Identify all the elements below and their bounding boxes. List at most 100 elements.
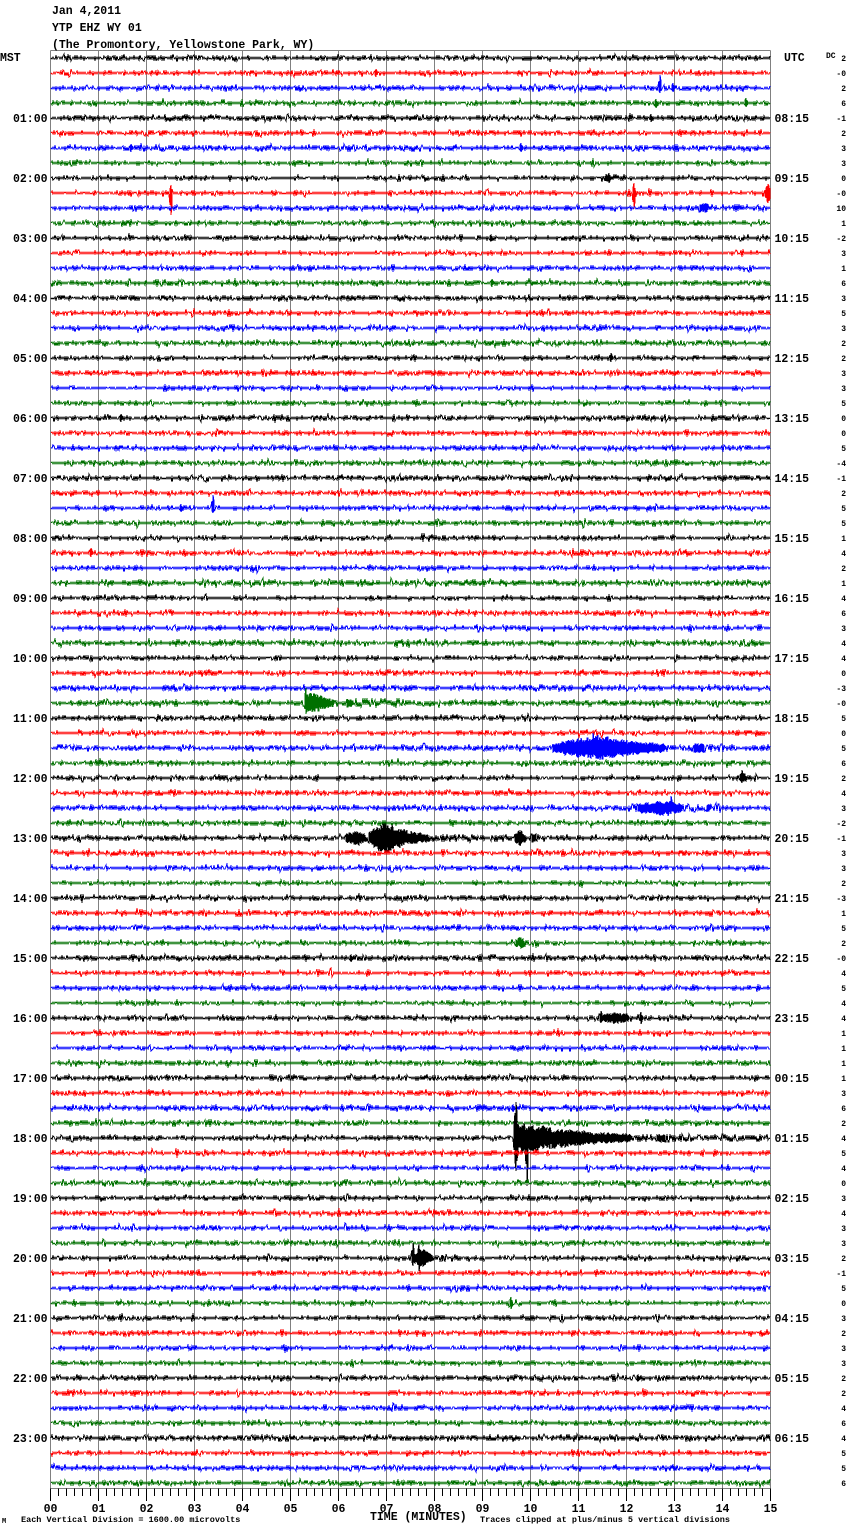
svg-text:00: 00 bbox=[44, 1503, 58, 1516]
svg-text:4: 4 bbox=[841, 1000, 846, 1009]
svg-text:10: 10 bbox=[524, 1503, 538, 1516]
svg-text:-3: -3 bbox=[836, 685, 846, 694]
svg-text:3: 3 bbox=[841, 805, 846, 814]
svg-text:18:15: 18:15 bbox=[775, 713, 810, 726]
svg-text:03: 03 bbox=[188, 1503, 202, 1516]
svg-text:2: 2 bbox=[841, 55, 846, 64]
svg-text:01:15: 01:15 bbox=[775, 1133, 810, 1146]
svg-text:17:00: 17:00 bbox=[13, 1073, 48, 1086]
svg-text:1: 1 bbox=[841, 535, 846, 544]
svg-text:21:15: 21:15 bbox=[775, 893, 810, 906]
svg-text:1: 1 bbox=[841, 220, 846, 229]
svg-text:05:15: 05:15 bbox=[775, 1373, 810, 1386]
svg-text:02: 02 bbox=[140, 1503, 154, 1516]
svg-text:5: 5 bbox=[841, 1150, 846, 1159]
svg-text:11:15: 11:15 bbox=[775, 293, 810, 306]
svg-text:-2: -2 bbox=[836, 235, 846, 244]
svg-text:3: 3 bbox=[841, 850, 846, 859]
svg-text:20:15: 20:15 bbox=[775, 833, 810, 846]
svg-text:13:00: 13:00 bbox=[13, 833, 48, 846]
svg-text:03:00: 03:00 bbox=[13, 233, 48, 246]
svg-text:6: 6 bbox=[841, 280, 846, 289]
svg-text:1: 1 bbox=[841, 1075, 846, 1084]
svg-text:5: 5 bbox=[841, 925, 846, 934]
svg-text:11: 11 bbox=[572, 1503, 586, 1516]
svg-text:4: 4 bbox=[841, 970, 846, 979]
svg-text:2: 2 bbox=[841, 1390, 846, 1399]
svg-text:4: 4 bbox=[841, 1210, 846, 1219]
svg-text:17:15: 17:15 bbox=[775, 653, 810, 666]
svg-text:0: 0 bbox=[841, 1180, 846, 1189]
svg-text:06:15: 06:15 bbox=[775, 1433, 810, 1446]
svg-text:-3: -3 bbox=[836, 895, 846, 904]
svg-text:2: 2 bbox=[841, 1330, 846, 1339]
svg-text:4: 4 bbox=[841, 640, 846, 649]
svg-text:04:15: 04:15 bbox=[775, 1313, 810, 1326]
svg-text:4: 4 bbox=[841, 1435, 846, 1444]
svg-text:22:15: 22:15 bbox=[775, 953, 810, 966]
svg-text:1: 1 bbox=[841, 265, 846, 274]
svg-text:15:00: 15:00 bbox=[13, 953, 48, 966]
svg-text:1: 1 bbox=[841, 1060, 846, 1069]
svg-text:4: 4 bbox=[841, 1015, 846, 1024]
svg-text:16:00: 16:00 bbox=[13, 1013, 48, 1026]
svg-text:-1: -1 bbox=[836, 115, 846, 124]
svg-text:TIME (MINUTES): TIME (MINUTES) bbox=[370, 1511, 467, 1524]
svg-text:12:15: 12:15 bbox=[775, 353, 810, 366]
svg-text:05: 05 bbox=[284, 1503, 298, 1516]
svg-text:-0: -0 bbox=[836, 700, 846, 709]
svg-text:12:00: 12:00 bbox=[13, 773, 48, 786]
svg-text:03:15: 03:15 bbox=[775, 1253, 810, 1266]
svg-text:MST: MST bbox=[0, 52, 21, 65]
svg-text:3: 3 bbox=[841, 325, 846, 334]
svg-text:06: 06 bbox=[332, 1503, 346, 1516]
svg-text:3: 3 bbox=[841, 1240, 846, 1249]
svg-text:14: 14 bbox=[716, 1503, 730, 1516]
svg-text:09: 09 bbox=[476, 1503, 490, 1516]
svg-text:6: 6 bbox=[841, 1105, 846, 1114]
svg-text:5: 5 bbox=[841, 715, 846, 724]
svg-text:6: 6 bbox=[841, 610, 846, 619]
svg-text:1: 1 bbox=[841, 1030, 846, 1039]
svg-text:14:15: 14:15 bbox=[775, 473, 810, 486]
svg-text:3: 3 bbox=[841, 160, 846, 169]
svg-text:4: 4 bbox=[841, 1135, 846, 1144]
svg-text:21:00: 21:00 bbox=[13, 1313, 48, 1326]
svg-text:4: 4 bbox=[841, 595, 846, 604]
svg-text:Jan 4,2011: Jan 4,2011 bbox=[52, 5, 121, 18]
svg-text:-0: -0 bbox=[836, 70, 846, 79]
svg-text:5: 5 bbox=[841, 985, 846, 994]
svg-text:(The Promontory, Yellowstone P: (The Promontory, Yellowstone Park, WY) bbox=[52, 39, 314, 52]
svg-text:14:00: 14:00 bbox=[13, 893, 48, 906]
svg-text:3: 3 bbox=[841, 625, 846, 634]
svg-text:2: 2 bbox=[841, 490, 846, 499]
svg-text:2: 2 bbox=[841, 940, 846, 949]
svg-text:3: 3 bbox=[841, 385, 846, 394]
svg-text:13:15: 13:15 bbox=[775, 413, 810, 426]
svg-text:-1: -1 bbox=[836, 835, 846, 844]
svg-text:3: 3 bbox=[841, 1090, 846, 1099]
svg-text:0: 0 bbox=[841, 415, 846, 424]
svg-text:16:15: 16:15 bbox=[775, 593, 810, 606]
svg-text:3: 3 bbox=[841, 1195, 846, 1204]
svg-text:19:00: 19:00 bbox=[13, 1193, 48, 1206]
svg-text:01: 01 bbox=[92, 1503, 106, 1516]
svg-text:5: 5 bbox=[841, 745, 846, 754]
svg-text:Traces clipped at plus/minus 5: Traces clipped at plus/minus 5 vertical … bbox=[480, 1515, 730, 1525]
svg-text:2: 2 bbox=[841, 1375, 846, 1384]
svg-text:3: 3 bbox=[841, 295, 846, 304]
svg-text:0: 0 bbox=[841, 670, 846, 679]
svg-text:2: 2 bbox=[841, 85, 846, 94]
svg-text:4: 4 bbox=[841, 655, 846, 664]
svg-text:3: 3 bbox=[841, 145, 846, 154]
svg-text:3: 3 bbox=[841, 250, 846, 259]
svg-text:23:15: 23:15 bbox=[775, 1013, 810, 1026]
svg-text:02:15: 02:15 bbox=[775, 1193, 810, 1206]
svg-text:2: 2 bbox=[841, 880, 846, 889]
svg-text:4: 4 bbox=[841, 1405, 846, 1414]
svg-text:6: 6 bbox=[841, 100, 846, 109]
svg-text:18:00: 18:00 bbox=[13, 1133, 48, 1146]
svg-text:0: 0 bbox=[841, 175, 846, 184]
svg-text:DC: DC bbox=[826, 52, 836, 61]
svg-text:4: 4 bbox=[841, 550, 846, 559]
